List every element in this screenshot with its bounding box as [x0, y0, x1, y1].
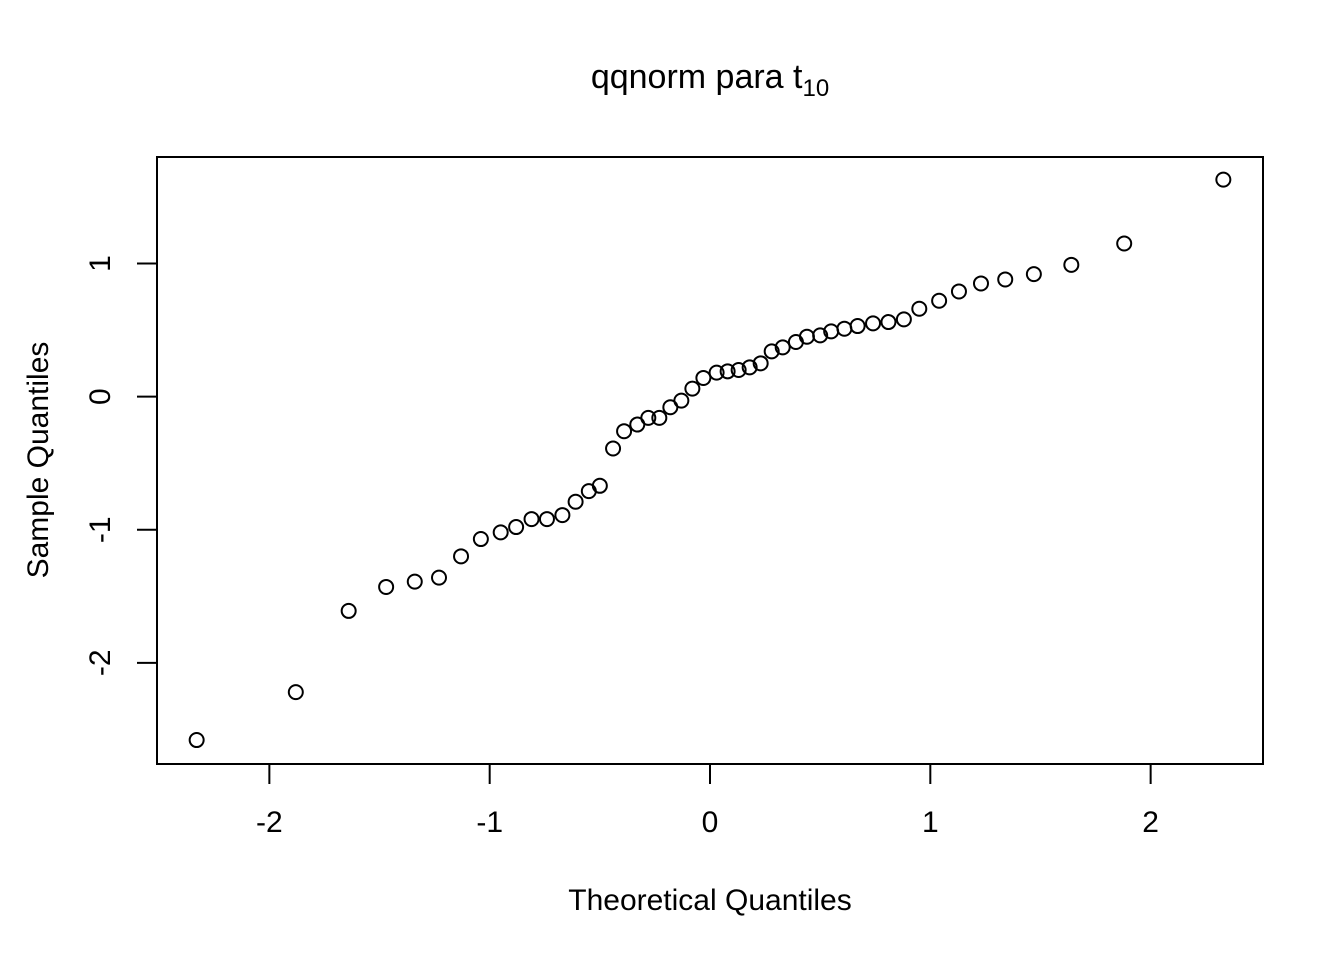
y-axis-label: Sample Quantiles [22, 342, 55, 579]
data-point [1215, 171, 1232, 188]
data-point [865, 315, 882, 332]
data-point [651, 409, 668, 426]
x-axis: -2 -1 0 1 2 [256, 764, 1159, 839]
data-point [695, 369, 712, 386]
data-point [849, 318, 866, 335]
data-point [1063, 256, 1080, 273]
data-point [188, 732, 205, 749]
data-point [880, 314, 897, 331]
chart-title-main: qqnorm para t [591, 58, 803, 96]
data-point [931, 292, 948, 309]
data-point [605, 440, 622, 457]
chart-title-subscript: 10 [802, 75, 829, 102]
data-point [492, 524, 509, 541]
data-point [708, 364, 725, 381]
data-point [340, 602, 357, 619]
data-point [554, 507, 571, 524]
data-point [763, 343, 780, 360]
data-point [730, 361, 747, 378]
data-point [812, 327, 829, 344]
x-tick-label: 2 [1142, 806, 1159, 839]
data-point [523, 511, 540, 528]
y-tick-label: -2 [84, 649, 117, 676]
data-point [752, 355, 769, 372]
data-point [950, 283, 967, 300]
y-tick-label: 0 [84, 388, 117, 405]
data-point [287, 684, 304, 701]
y-tick-label: -1 [84, 516, 117, 543]
data-point [406, 573, 423, 590]
y-tick-label: 1 [84, 255, 117, 272]
data-point [972, 275, 989, 292]
data-point [911, 300, 928, 317]
x-axis-label: Theoretical Quantiles [568, 884, 851, 917]
data-point [640, 409, 657, 426]
data-point [472, 531, 489, 548]
data-point [591, 477, 608, 494]
data-point [684, 380, 701, 397]
x-tick-label: 0 [702, 806, 719, 839]
data-points [188, 171, 1232, 749]
x-tick-label: 1 [922, 806, 939, 839]
data-point [431, 569, 448, 586]
data-point [538, 511, 555, 528]
x-tick-label: -2 [256, 806, 283, 839]
y-axis: -2 -1 0 1 [84, 255, 157, 676]
data-point [719, 363, 736, 380]
data-point [378, 578, 395, 595]
data-point [1025, 266, 1042, 283]
data-point [673, 392, 690, 409]
data-point [741, 359, 758, 376]
data-point [1116, 235, 1133, 252]
data-point [774, 339, 791, 356]
x-tick-label: -1 [476, 806, 503, 839]
data-point [616, 423, 633, 440]
data-point [997, 271, 1014, 288]
data-point [567, 493, 584, 510]
data-point [453, 548, 470, 565]
data-point [895, 311, 912, 328]
data-point [508, 519, 525, 536]
chart-title: qqnorm para t10 [591, 58, 829, 102]
